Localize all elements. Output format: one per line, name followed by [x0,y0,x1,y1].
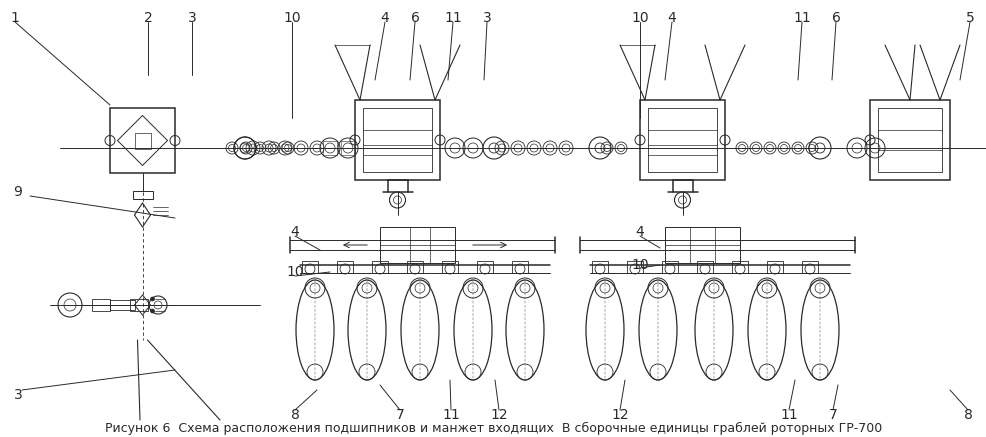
Bar [648,108,716,172]
Text: 5: 5 [964,11,973,25]
Bar [442,261,458,273]
Text: 11: 11 [444,11,461,25]
Text: 4: 4 [635,225,644,239]
Bar [626,261,642,273]
Text: 10: 10 [631,258,648,272]
Text: 7: 7 [395,408,404,422]
Bar [322,141,336,155]
Text: 8: 8 [962,408,971,422]
Text: 6: 6 [831,11,840,25]
Text: 3: 3 [14,388,23,402]
Circle shape [150,297,155,301]
Bar [665,227,740,263]
Bar [109,300,135,310]
Bar [92,299,109,311]
Bar [355,100,440,180]
Bar [639,100,725,180]
Bar [662,261,677,273]
Bar [802,261,817,273]
Bar [132,191,153,199]
Text: 11: 11 [779,408,797,422]
Bar [869,100,950,180]
Bar [336,261,353,273]
Text: 10: 10 [286,265,304,279]
Bar [372,261,387,273]
Text: 11: 11 [793,11,810,25]
Text: 10: 10 [631,11,648,25]
Text: 4: 4 [381,11,389,25]
Text: 7: 7 [828,408,836,422]
Bar [406,261,423,273]
Text: 2: 2 [144,11,152,25]
Bar [109,108,175,173]
Text: 10: 10 [283,11,301,25]
Text: 4: 4 [290,225,299,239]
Text: 6: 6 [410,11,419,25]
Bar [302,261,317,273]
Text: 9: 9 [14,185,23,199]
Bar [592,261,607,273]
Text: 12: 12 [490,408,508,422]
Bar [766,261,782,273]
Bar [732,261,747,273]
Bar [363,108,432,172]
Text: 1: 1 [11,11,20,25]
Bar [512,261,528,273]
Text: 3: 3 [482,11,491,25]
Bar [134,132,150,149]
Bar [130,299,148,311]
Bar [380,227,455,263]
Bar [476,261,492,273]
Text: Рисунок 6  Схема расположения подшипников и манжет входящих  В сборочные единицы: Рисунок 6 Схема расположения подшипников… [106,421,881,434]
Text: 4: 4 [667,11,675,25]
Bar [340,141,355,155]
Text: 3: 3 [187,11,196,25]
Bar [696,261,712,273]
Text: 12: 12 [610,408,628,422]
Circle shape [150,309,155,313]
Bar [878,108,941,172]
Text: 11: 11 [442,408,459,422]
Text: 8: 8 [290,408,299,422]
